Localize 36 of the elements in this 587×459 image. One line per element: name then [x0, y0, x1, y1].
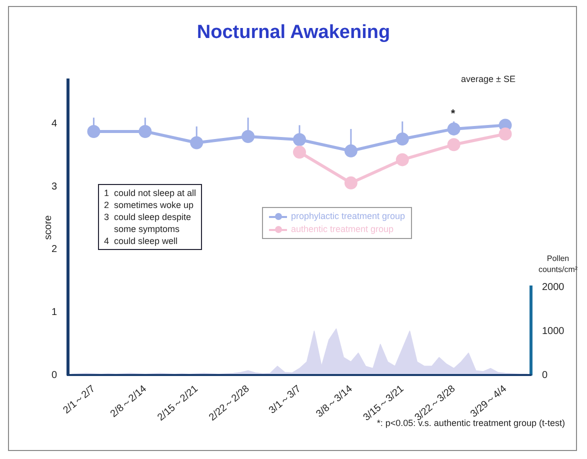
- x-tick-label: 2/1～2/7: [61, 383, 98, 416]
- y-tick-label: 2: [51, 244, 58, 256]
- y-tick-label: 0: [51, 370, 58, 381]
- y-axis-title: Pollen counts/cm²: [537, 253, 579, 275]
- annotation: 1 could not sleep at all 2 sometimes woke up 3 could sleep despite some symptoms 4 could sleep well: [98, 184, 202, 250]
- y-axis-title: score: [42, 214, 54, 240]
- x-tick-label: 3/29～4/4: [468, 383, 510, 420]
- y-tick-label: 1000: [542, 326, 565, 337]
- chart-title: Nocturnal Awakening: [196, 22, 392, 44]
- legend-label: prophylactic treatment group: [291, 211, 406, 221]
- point: [242, 130, 255, 143]
- legend-label: authentic treatment group: [291, 224, 394, 234]
- x-tick-label: 2/15～2/21: [156, 383, 201, 424]
- point: [87, 124, 100, 138]
- x-tick-label: 3/1～3/7: [267, 383, 304, 416]
- y-tick-label: 2000: [542, 282, 565, 293]
- annotation: average ± SE: [461, 74, 516, 84]
- point: [293, 133, 306, 146]
- y-tick-label: 3: [51, 181, 58, 192]
- x-tick-label: 2/8～2/14: [108, 383, 150, 420]
- point: [447, 122, 460, 136]
- point: [344, 144, 358, 158]
- point: [190, 136, 204, 150]
- y-tick-label: 1: [51, 306, 58, 318]
- point: [344, 176, 358, 190]
- point: [138, 124, 152, 138]
- y-tick-label: 4: [51, 118, 58, 130]
- point: [396, 132, 409, 146]
- y-tick-label: 0: [542, 370, 548, 381]
- x-tick-label: 3/8～3/14: [314, 383, 355, 420]
- point: [447, 138, 460, 152]
- point: [498, 127, 512, 140]
- point: [396, 153, 409, 166]
- annotation: *: [450, 108, 456, 120]
- point: [293, 146, 306, 159]
- x-tick-label: 2/22～2/28: [207, 383, 252, 424]
